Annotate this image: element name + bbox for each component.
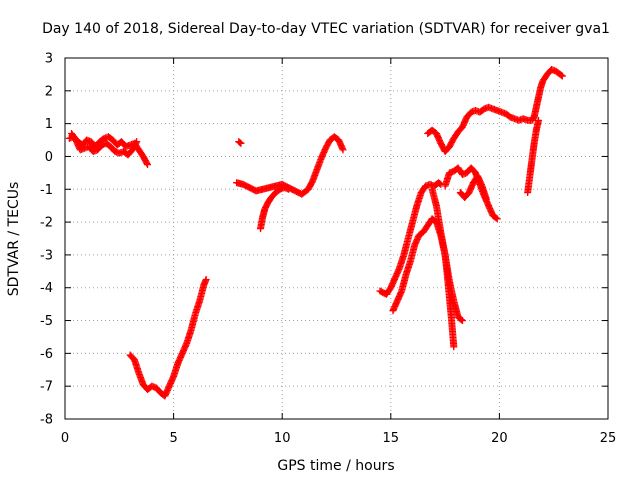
data-point: [133, 138, 141, 146]
y-tick-label: -7: [40, 380, 53, 395]
data-series-segment: [68, 129, 141, 159]
data-points: [65, 65, 566, 400]
data-point: [144, 161, 152, 169]
x-tick-label: 10: [274, 431, 291, 446]
data-point: [493, 215, 501, 223]
data-series-segment: [428, 185, 466, 325]
data-point: [558, 72, 566, 80]
data-series-segment: [524, 116, 542, 197]
data-series-segment: [65, 133, 152, 169]
data-point: [482, 195, 490, 203]
data-point: [339, 146, 347, 154]
y-tick-label: 0: [45, 150, 53, 165]
data-point: [237, 139, 245, 147]
data-point: [534, 116, 542, 124]
data-point: [557, 71, 565, 79]
x-axis-label: GPS time / hours: [277, 458, 394, 474]
data-point: [436, 180, 444, 188]
y-tick-label: -4: [40, 281, 53, 296]
data-series-segment: [376, 179, 445, 298]
data-point: [143, 159, 151, 167]
data-series-segment: [126, 276, 210, 400]
y-tick-label: -5: [40, 314, 53, 329]
x-tick-label: 15: [383, 431, 400, 446]
data-series-segment: [256, 184, 293, 233]
x-tick-label: 0: [61, 431, 69, 446]
y-tick-label: -8: [40, 413, 53, 428]
y-tick-label: -6: [40, 347, 53, 362]
data-point: [285, 185, 293, 193]
y-axis-label: SDTVAR / TECUs: [6, 182, 22, 297]
y-tick-label: 3: [45, 52, 53, 67]
grid-lines: [65, 58, 608, 419]
data-series-segment: [235, 138, 245, 147]
y-tick-label: 1: [45, 117, 53, 132]
data-point: [236, 139, 244, 147]
x-tick-label: 5: [169, 431, 177, 446]
x-tick-label: 25: [600, 431, 617, 446]
data-point: [492, 214, 500, 222]
data-series-segment: [456, 172, 490, 203]
data-series-segment: [233, 133, 347, 198]
data-point: [450, 343, 458, 351]
axis-ticks: 0 5 10 15 20 25 -8 -7 -6 -5 -4 -3 -2 -1 0 1 2 3: [40, 52, 616, 447]
data-point: [202, 276, 210, 284]
data-point: [132, 139, 140, 147]
data-point: [457, 316, 465, 324]
y-tick-label: -1: [40, 183, 53, 198]
y-tick-label: 2: [45, 84, 53, 99]
plot-frame: [64, 57, 609, 420]
y-tick-label: -3: [40, 248, 53, 263]
data-series-segment: [424, 65, 566, 156]
chart-title: Day 140 of 2018, Sidereal Day-to-day VTE…: [42, 21, 610, 37]
y-tick-label: -2: [40, 216, 53, 231]
x-tick-label: 20: [491, 431, 508, 446]
data-point: [458, 317, 466, 325]
